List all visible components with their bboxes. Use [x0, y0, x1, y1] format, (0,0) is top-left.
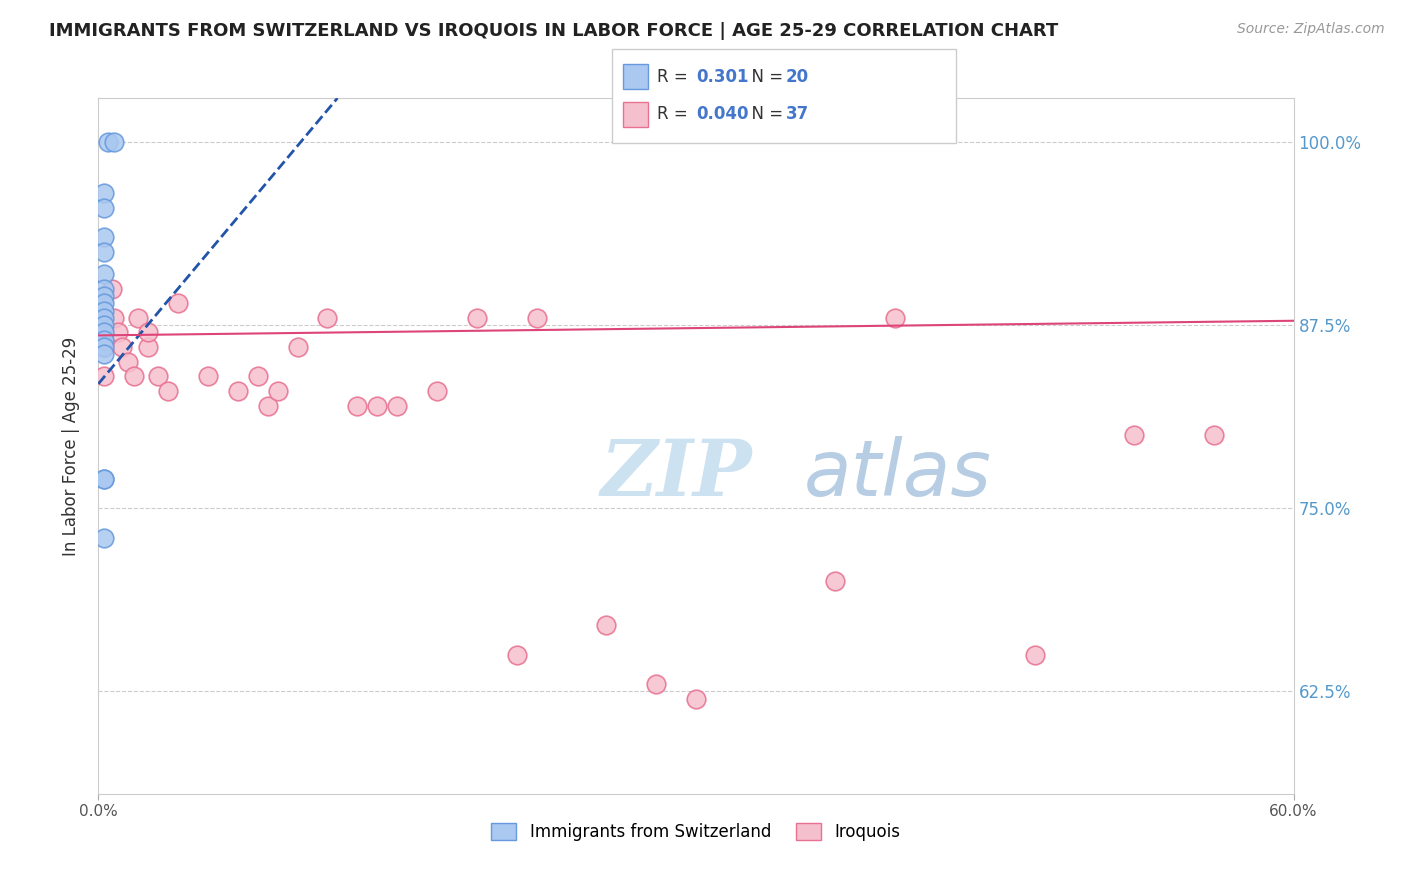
Point [117, 355, 139, 369]
Point [595, 618, 617, 632]
Text: N =: N = [741, 68, 789, 86]
Point [93, 347, 115, 361]
Point [93, 310, 115, 325]
Point [346, 399, 368, 413]
Point [93, 472, 115, 486]
Point [93, 230, 115, 244]
Y-axis label: In Labor Force | Age 25-29: In Labor Force | Age 25-29 [62, 336, 80, 556]
Point [157, 384, 180, 398]
Text: R =: R = [657, 105, 697, 123]
Text: Source: ZipAtlas.com: Source: ZipAtlas.com [1237, 22, 1385, 37]
Point [1024, 648, 1046, 662]
Point [1123, 428, 1146, 442]
Point [645, 677, 668, 691]
Point [127, 310, 149, 325]
Point [93, 289, 115, 303]
Point [93, 318, 115, 333]
Point [226, 384, 249, 398]
Text: 0.040: 0.040 [696, 105, 748, 123]
Point [93, 326, 115, 340]
Point [136, 326, 159, 340]
Point [246, 369, 269, 384]
Point [287, 340, 309, 354]
Point [93, 186, 115, 201]
Point [385, 399, 409, 413]
Text: N =: N = [741, 105, 789, 123]
Point [111, 340, 134, 354]
Point [506, 648, 529, 662]
Point [93, 244, 115, 259]
Point [103, 310, 125, 325]
Point [148, 369, 170, 384]
Point [1202, 428, 1225, 442]
Point [107, 326, 129, 340]
Point [93, 369, 115, 384]
Point [685, 691, 707, 706]
Point [316, 310, 339, 325]
Point [103, 135, 125, 149]
Point [93, 340, 115, 354]
Text: IMMIGRANTS FROM SWITZERLAND VS IROQUOIS IN LABOR FORCE | AGE 25-29 CORRELATION C: IMMIGRANTS FROM SWITZERLAND VS IROQUOIS … [49, 22, 1059, 40]
Point [426, 384, 449, 398]
Point [93, 340, 115, 354]
Point [93, 303, 115, 318]
Point [97, 135, 120, 149]
Text: 37: 37 [786, 105, 810, 123]
Point [93, 281, 115, 295]
Point [267, 384, 290, 398]
Text: 0.301: 0.301 [696, 68, 748, 86]
Point [526, 310, 548, 325]
Text: R =: R = [657, 68, 697, 86]
Legend: Immigrants from Switzerland, Iroquois: Immigrants from Switzerland, Iroquois [485, 817, 907, 848]
Point [93, 267, 115, 281]
Point [93, 326, 115, 340]
Point [93, 201, 115, 215]
Point [465, 310, 488, 325]
Point [136, 340, 159, 354]
Text: 20: 20 [786, 68, 808, 86]
Point [167, 296, 190, 310]
Text: ZIP: ZIP [600, 435, 752, 512]
Point [101, 281, 124, 295]
Point [824, 574, 846, 589]
Text: atlas: atlas [804, 436, 991, 512]
Point [884, 310, 907, 325]
Point [366, 399, 388, 413]
Point [93, 333, 115, 347]
Point [93, 296, 115, 310]
Point [197, 369, 219, 384]
Point [124, 369, 146, 384]
Point [256, 399, 278, 413]
Point [93, 472, 115, 486]
Point [93, 531, 115, 545]
